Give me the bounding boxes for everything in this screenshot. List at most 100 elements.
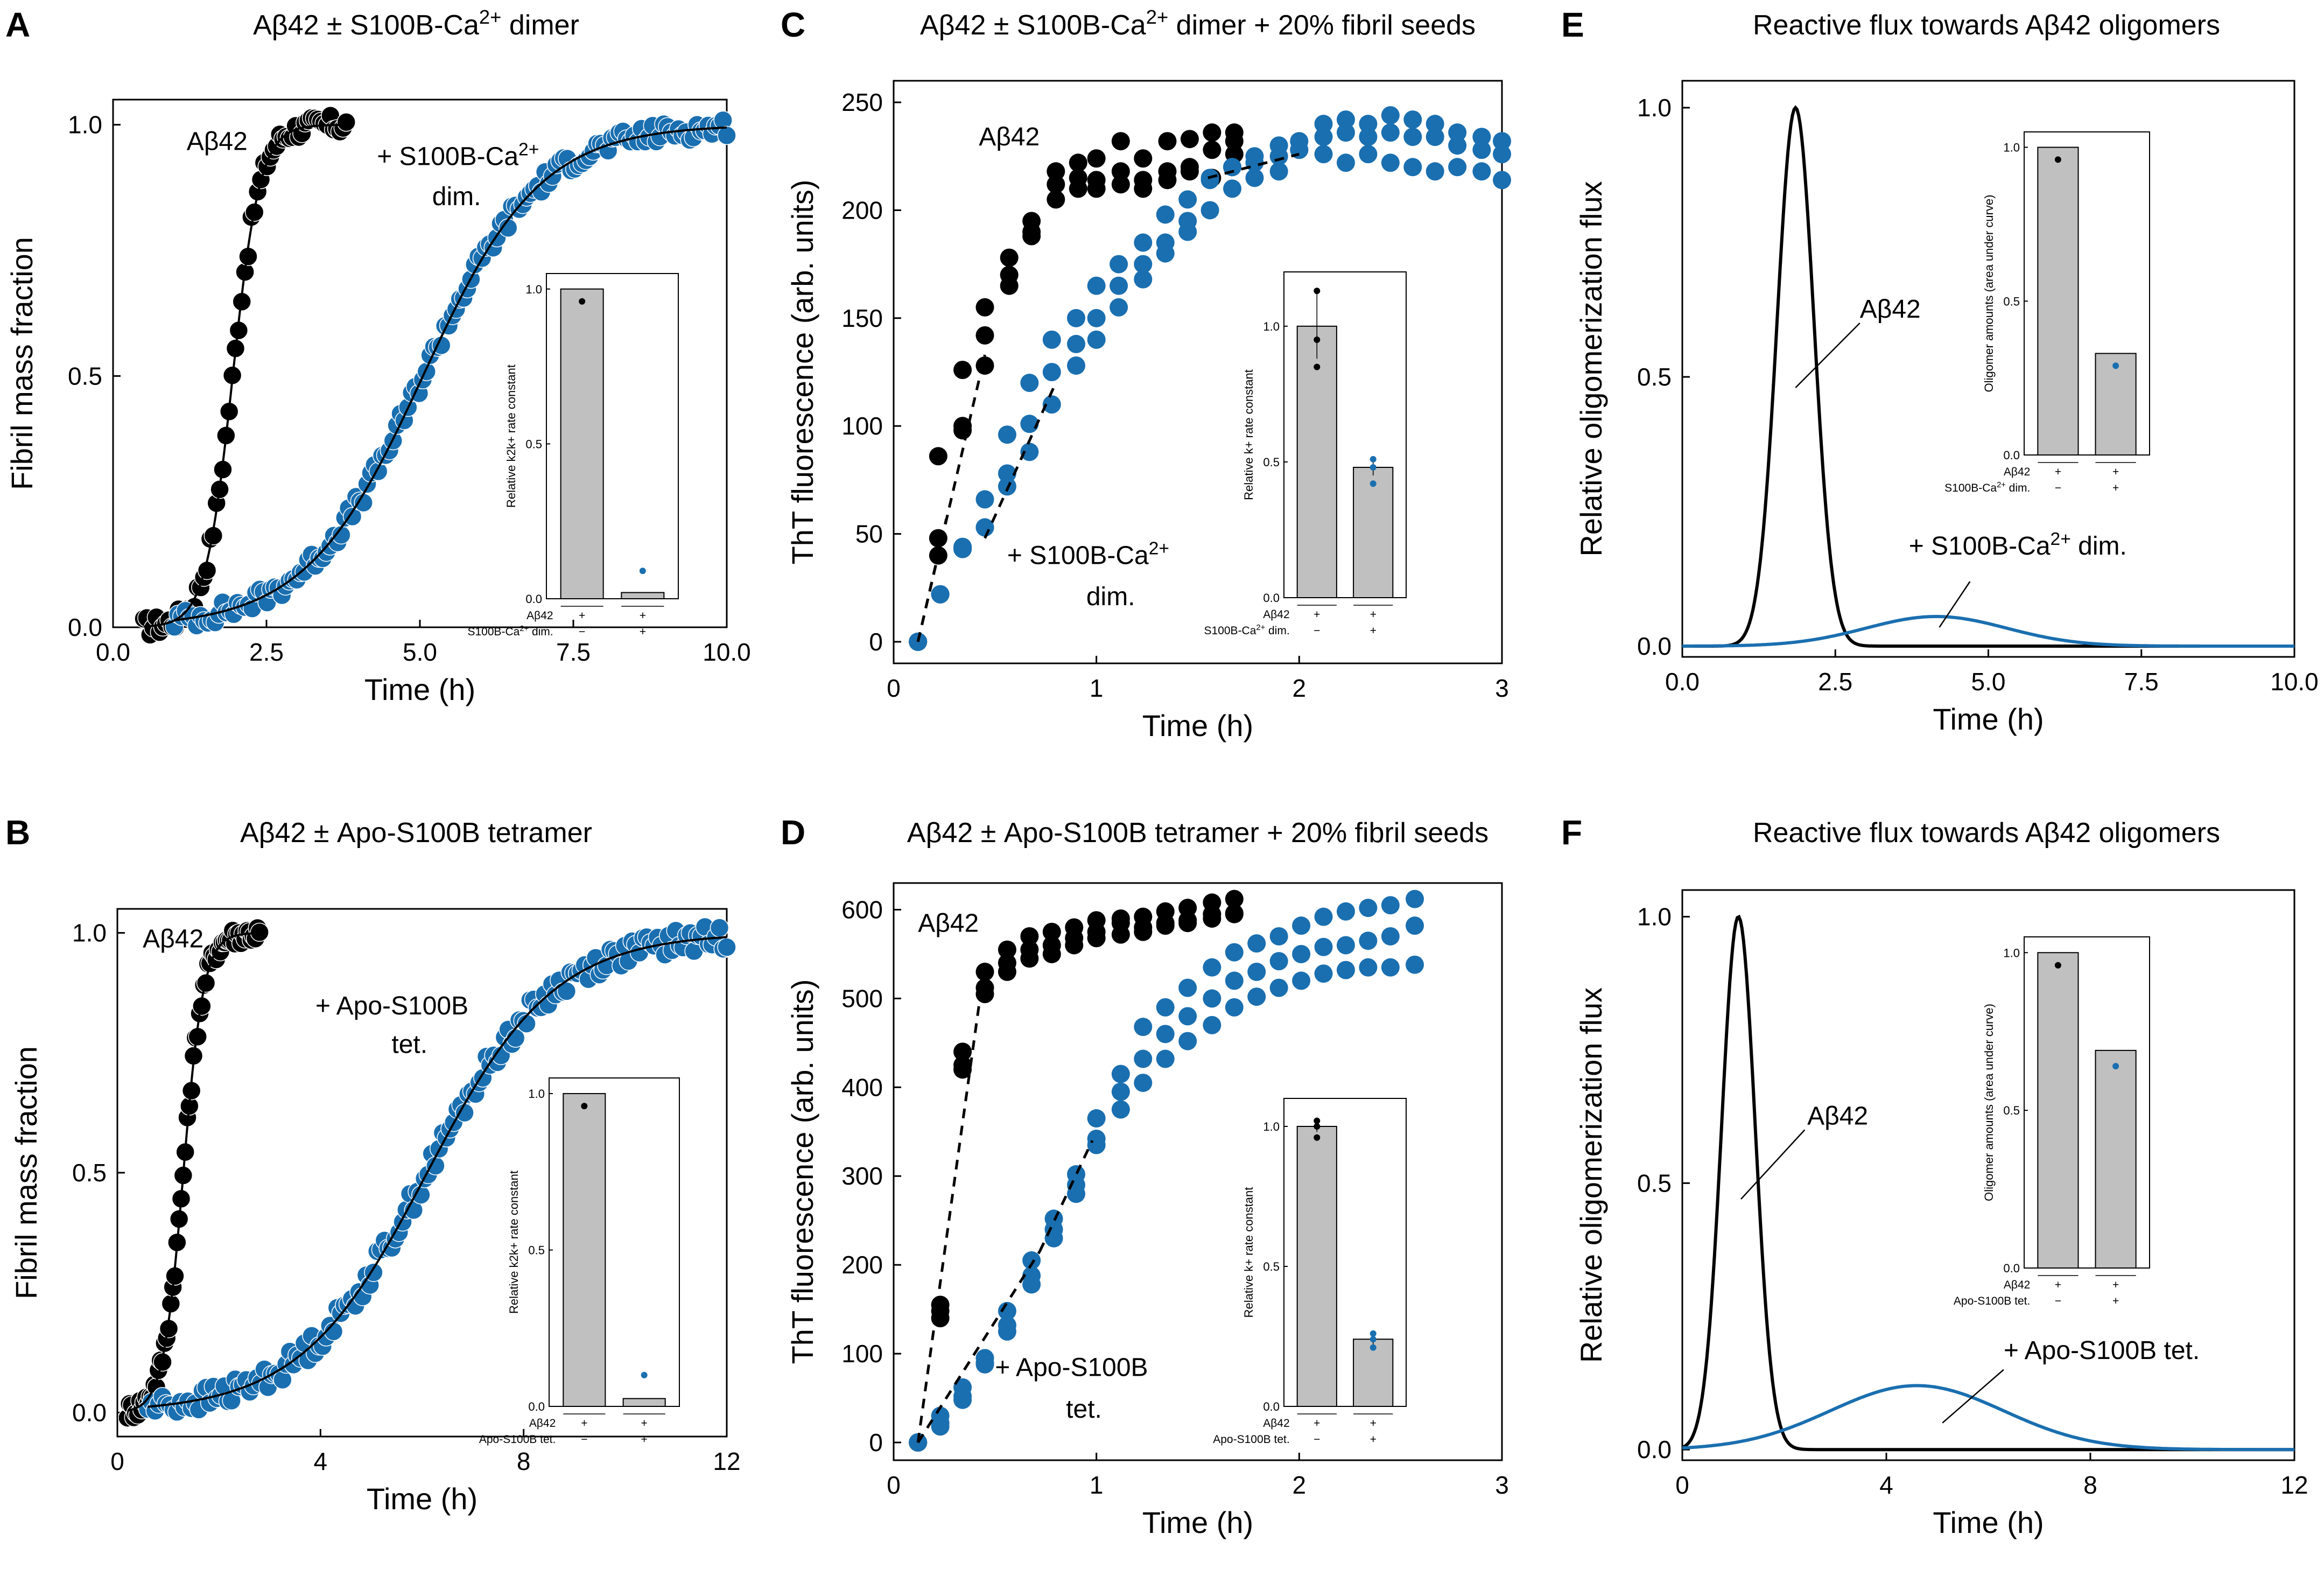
data-point [1336, 902, 1355, 921]
data-point [975, 326, 994, 345]
data-point [1225, 889, 1244, 908]
data-point [1225, 971, 1244, 990]
inset-point [1314, 1134, 1321, 1141]
y-tick-label: 0 [869, 1428, 883, 1456]
y-tick-label: 0.0 [1637, 632, 1672, 660]
inset-sign: + [579, 610, 585, 622]
data-point [1087, 179, 1106, 198]
inset-sign: + [1314, 608, 1320, 621]
y-tick-label: 0.0 [72, 1398, 107, 1426]
data-point [1111, 162, 1130, 181]
data-point [1314, 907, 1333, 926]
annotation: tet. [1066, 1395, 1102, 1424]
x-tick-label: 0.0 [96, 638, 130, 666]
data-point [1448, 158, 1467, 177]
data-point [1156, 1049, 1175, 1068]
x-tick-label: 4 [1879, 1471, 1893, 1499]
data-point [1336, 961, 1355, 979]
data-point [1067, 334, 1085, 353]
x-tick-label: 2.5 [1818, 668, 1852, 696]
data-point [1134, 1074, 1153, 1092]
panel-label: A [5, 5, 30, 44]
inset-sign: + [2112, 466, 2119, 478]
data-point [1156, 916, 1175, 935]
panel-b: B Aβ42 ± Apo-S100B tetramer 0 4 8 12 0.0 0.5 1.0… [5, 813, 741, 1516]
data-point [1314, 145, 1333, 164]
data-point [1067, 309, 1085, 327]
data-point [1269, 952, 1288, 971]
y-tick-label: 1.0 [72, 919, 107, 947]
inset-y-tick-label: 0.0 [2003, 1262, 2020, 1275]
y-tick-label: 100 [841, 412, 883, 440]
data-point [1292, 916, 1311, 935]
inset-bar [2037, 952, 2079, 1269]
data-point [1020, 415, 1039, 433]
data-point [953, 1060, 972, 1079]
annotation: + S100B-Ca2+ [1007, 538, 1169, 570]
data-point [1426, 162, 1444, 181]
data-point [1359, 958, 1378, 977]
annotation: Aβ42 [187, 127, 248, 156]
inset-row-label: Aβ42 [2004, 1279, 2030, 1291]
x-tick-label: 10.0 [703, 638, 751, 666]
data-point [1087, 149, 1106, 168]
data-point [1111, 1100, 1130, 1119]
data-point [1000, 276, 1019, 295]
inset-bar [1353, 467, 1394, 598]
inset-row-label: Aβ42 [1263, 1417, 1289, 1430]
data-point [1042, 363, 1061, 381]
panel-d: D Aβ42 ± Apo-S100B tetramer + 20% fibril … [781, 813, 1509, 1539]
inset-chart: 0.0 0.5 1.0 Oligomer amounts (area under cu… [1944, 131, 2150, 494]
series-abeta [118, 918, 269, 1427]
data-point [1381, 153, 1400, 172]
data-point [1044, 1229, 1063, 1248]
data-point [1426, 115, 1444, 134]
data-point [1223, 179, 1242, 198]
y-axis-label: ThT fluorescence (arb. units) [785, 180, 819, 565]
data-point [1448, 136, 1467, 155]
data-point [1069, 153, 1087, 172]
inset-row-label: S100B-Ca2+ dim. [467, 625, 553, 638]
fit-line [916, 354, 986, 642]
data-point [1134, 149, 1153, 168]
data-point [1020, 443, 1039, 461]
data-point [1111, 1064, 1130, 1083]
data-point [1225, 132, 1244, 151]
data-point [1493, 132, 1511, 151]
data-point [1180, 130, 1199, 149]
data-point [1087, 1136, 1106, 1154]
y-tick-label: 500 [841, 984, 883, 1012]
data-point [975, 1355, 994, 1374]
data-point [1314, 128, 1333, 146]
data-point [1225, 943, 1244, 962]
inset-row-label: Apo-S100B tet. [1954, 1295, 2030, 1307]
inset-point [2112, 1063, 2119, 1070]
inset-row-label: Apo-S100B tet. [1213, 1433, 1289, 1446]
data-point [717, 937, 736, 957]
data-point [929, 447, 947, 466]
annotation: + S100B-Ca2+ dim. [1909, 529, 2127, 561]
inset-y-tick-label: 0.0 [1263, 1400, 1280, 1413]
inset-row-label: S100B-Ca2+ dim. [1944, 481, 2030, 494]
annotation: + Apo-S100B tet. [2004, 1336, 2200, 1365]
data-point [1381, 123, 1400, 142]
data-point [1203, 905, 1221, 923]
data-point [931, 1309, 950, 1328]
data-point [1156, 244, 1175, 263]
inset-point [639, 568, 646, 575]
inset-y-label: Oligomer amounts (area under curve) [1982, 195, 1996, 393]
y-tick-label: 150 [841, 304, 883, 332]
y-tick-label: 200 [841, 196, 883, 224]
annotation-leader [1942, 1369, 2004, 1424]
inset-bar [621, 592, 665, 600]
inset-bar [2095, 1049, 2137, 1269]
data-point [1203, 958, 1221, 977]
inset-y-label: Relative k+ rate constant [1242, 1187, 1255, 1318]
y-tick-label: 100 [841, 1340, 883, 1368]
series-abeta [909, 123, 1244, 651]
data-point [1247, 962, 1266, 981]
data-point [975, 356, 994, 375]
data-point [250, 922, 269, 942]
fit-line [984, 382, 1057, 539]
data-point [998, 1301, 1016, 1320]
